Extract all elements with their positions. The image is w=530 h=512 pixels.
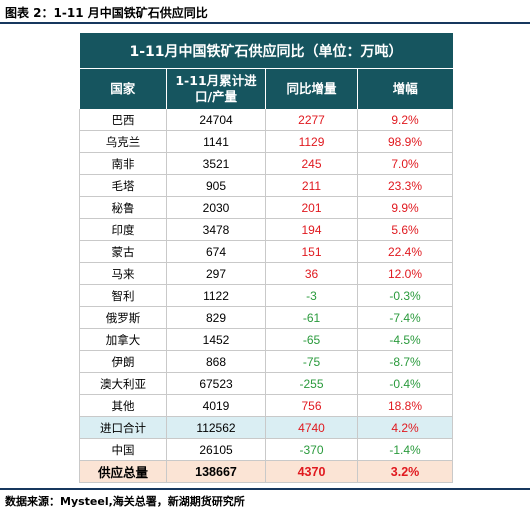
header-change: 同比增量: [265, 68, 358, 109]
cell-volume: 1122: [166, 284, 266, 307]
cell-volume: 26105: [166, 438, 266, 461]
supply-table-container: 1-11月中国铁矿石供应同比（单位：万吨） 国家 1-11月累计进口/产量 同比…: [79, 33, 454, 483]
cell-change: -370: [265, 438, 358, 461]
cell-pct: 23.3%: [356, 174, 454, 197]
table-row: 巴西 24704 2277 9.2%: [79, 109, 454, 131]
cell-country: 乌克兰: [79, 130, 167, 153]
cell-change: 194: [265, 218, 358, 241]
table-row: 乌克兰 1141 1129 98.9%: [79, 130, 454, 153]
cell-volume: 868: [166, 350, 266, 373]
table-row: 俄罗斯 829 -61 -7.4%: [79, 306, 454, 329]
cell-pct: 98.9%: [356, 130, 454, 153]
table-row: 毛塔 905 211 23.3%: [79, 174, 454, 197]
cell-pct: -8.7%: [356, 350, 454, 373]
cell-volume: 674: [166, 240, 266, 263]
table-row: 进口合计 112562 4740 4.2%: [79, 416, 454, 439]
cell-country: 俄罗斯: [79, 306, 167, 329]
cell-country: 秘鲁: [79, 196, 167, 219]
cell-pct: -0.3%: [356, 284, 454, 307]
cell-pct: -0.4%: [356, 372, 454, 395]
header-country: 国家: [79, 68, 167, 109]
cell-volume: 905: [166, 174, 266, 197]
cell-country: 进口合计: [79, 416, 167, 439]
cell-pct: -4.5%: [356, 328, 454, 351]
cell-change: -75: [265, 350, 358, 373]
table-row: 印度 3478 194 5.6%: [79, 218, 454, 241]
cell-pct: -7.4%: [356, 306, 454, 329]
table-row: 智利 1122 -3 -0.3%: [79, 284, 454, 307]
cell-country: 加拿大: [79, 328, 167, 351]
table-row: 秘鲁 2030 201 9.9%: [79, 196, 454, 219]
table-row: 中国 26105 -370 -1.4%: [79, 438, 454, 461]
cell-pct: 3.2%: [356, 460, 454, 483]
cell-volume: 138667: [166, 460, 266, 483]
supply-table: 1-11月中国铁矿石供应同比（单位：万吨） 国家 1-11月累计进口/产量 同比…: [79, 33, 454, 483]
cell-volume: 3521: [166, 152, 266, 175]
header-volume: 1-11月累计进口/产量: [166, 68, 266, 109]
cell-pct: -1.4%: [356, 438, 454, 461]
cell-country: 毛塔: [79, 174, 167, 197]
cell-country: 伊朗: [79, 350, 167, 373]
table-row: 澳大利亚 67523 -255 -0.4%: [79, 372, 454, 395]
cell-volume: 67523: [166, 372, 266, 395]
table-row: 其他 4019 756 18.8%: [79, 394, 454, 417]
cell-change: 245: [265, 152, 358, 175]
cell-volume: 24704: [166, 109, 266, 131]
table-row: 加拿大 1452 -65 -4.5%: [79, 328, 454, 351]
cell-volume: 829: [166, 306, 266, 329]
cell-change: 1129: [265, 130, 358, 153]
table-title: 1-11月中国铁矿石供应同比（单位：万吨）: [79, 33, 453, 69]
cell-change: 151: [265, 240, 358, 263]
cell-pct: 5.6%: [356, 218, 454, 241]
table-row: 伊朗 868 -75 -8.7%: [79, 350, 454, 373]
cell-volume: 112562: [166, 416, 266, 439]
table-header-row: 国家 1-11月累计进口/产量 同比增量 增幅: [79, 68, 453, 109]
cell-pct: 18.8%: [356, 394, 454, 417]
cell-country: 马来: [79, 262, 167, 285]
cell-volume: 2030: [166, 196, 266, 219]
cell-volume: 297: [166, 262, 266, 285]
cell-change: 4740: [265, 416, 358, 439]
cell-country: 智利: [79, 284, 167, 307]
cell-pct: 9.2%: [356, 109, 454, 131]
cell-change: -65: [265, 328, 358, 351]
table-row: 供应总量 138667 4370 3.2%: [79, 460, 454, 483]
cell-change: 36: [265, 262, 358, 285]
figure-title: 图表 2：1-11 月中国铁矿石供应同比: [5, 6, 208, 20]
cell-country: 巴西: [79, 109, 167, 131]
table-row: 马来 297 36 12.0%: [79, 262, 454, 285]
cell-country: 中国: [79, 438, 167, 461]
table-body: 巴西 24704 2277 9.2% 乌克兰 1141 1129 98.9% 南非 3521 245…: [79, 109, 454, 483]
cell-country: 蒙古: [79, 240, 167, 263]
cell-change: 756: [265, 394, 358, 417]
cell-pct: 7.0%: [356, 152, 454, 175]
cell-pct: 9.9%: [356, 196, 454, 219]
cell-country: 供应总量: [79, 460, 167, 483]
header-pct: 增幅: [356, 68, 453, 109]
cell-volume: 4019: [166, 394, 266, 417]
top-rule: [0, 22, 530, 24]
cell-pct: 22.4%: [356, 240, 454, 263]
cell-change: -61: [265, 306, 358, 329]
cell-volume: 1141: [166, 130, 266, 153]
cell-volume: 3478: [166, 218, 266, 241]
cell-country: 其他: [79, 394, 167, 417]
cell-change: 211: [265, 174, 358, 197]
cell-country: 澳大利亚: [79, 372, 167, 395]
cell-change: -3: [265, 284, 358, 307]
cell-change: 201: [265, 196, 358, 219]
cell-country: 南非: [79, 152, 167, 175]
cell-pct: 12.0%: [356, 262, 454, 285]
cell-pct: 4.2%: [356, 416, 454, 439]
table-row: 南非 3521 245 7.0%: [79, 152, 454, 175]
cell-country: 印度: [79, 218, 167, 241]
table-row: 蒙古 674 151 22.4%: [79, 240, 454, 263]
source-note: 数据来源：Mysteel,海关总署，新湖期货研究所: [5, 495, 245, 508]
cell-volume: 1452: [166, 328, 266, 351]
cell-change: -255: [265, 372, 358, 395]
cell-change: 2277: [265, 109, 358, 131]
cell-change: 4370: [265, 460, 358, 483]
bottom-rule: [0, 488, 530, 490]
